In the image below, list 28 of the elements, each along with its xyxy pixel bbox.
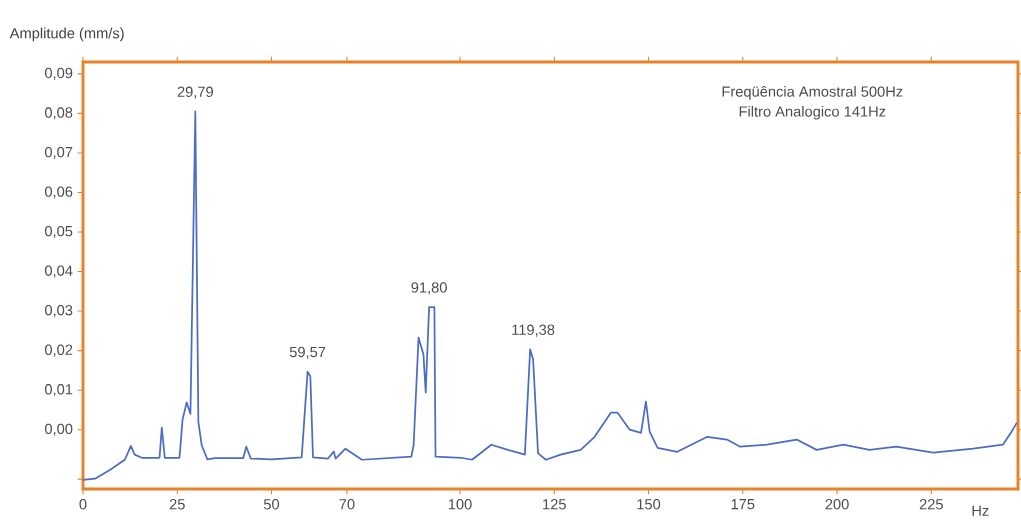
- x-tick-label: 200: [825, 499, 849, 510]
- annotation: 91,80: [411, 282, 447, 295]
- y-tick-label: 0,06: [44, 186, 73, 199]
- x-axis-title: Hz: [972, 505, 989, 516]
- x-tick-label: 225: [919, 499, 943, 510]
- annotation: 59,57: [289, 346, 326, 359]
- x-tick-label: 50: [263, 499, 280, 510]
- x-tick-label: 0: [79, 499, 87, 510]
- y-tick-label: 0,02: [44, 344, 73, 357]
- y-tick-label: 0,07: [44, 146, 73, 159]
- y-tick-label: 0,03: [44, 305, 73, 318]
- x-tick-label: 70: [339, 499, 355, 510]
- y-axis-title: Amplitude (mm/s): [9, 27, 124, 42]
- x-tick-label: 175: [731, 499, 755, 510]
- y-tick-label: 0,08: [44, 107, 73, 120]
- x-tick-label: 125: [543, 499, 566, 510]
- y-tick-label: 0,05: [44, 225, 73, 239]
- annotation: Filtro Analogico 141Hz: [739, 105, 886, 120]
- annotation: Freqüência Amostral 500Hz: [722, 85, 903, 100]
- x-tick-label: 150: [637, 499, 661, 510]
- x-tick-label: 100: [448, 499, 472, 510]
- y-tick-label: 0,01: [44, 384, 73, 397]
- y-tick-label: 0,04: [44, 265, 73, 278]
- annotation: 29,79: [177, 86, 213, 99]
- y-tick-label: 0,09: [44, 67, 73, 80]
- y-tick-label: 0,00: [44, 423, 73, 436]
- x-tick-label: 25: [169, 499, 185, 510]
- annotation: 119,38: [512, 324, 555, 337]
